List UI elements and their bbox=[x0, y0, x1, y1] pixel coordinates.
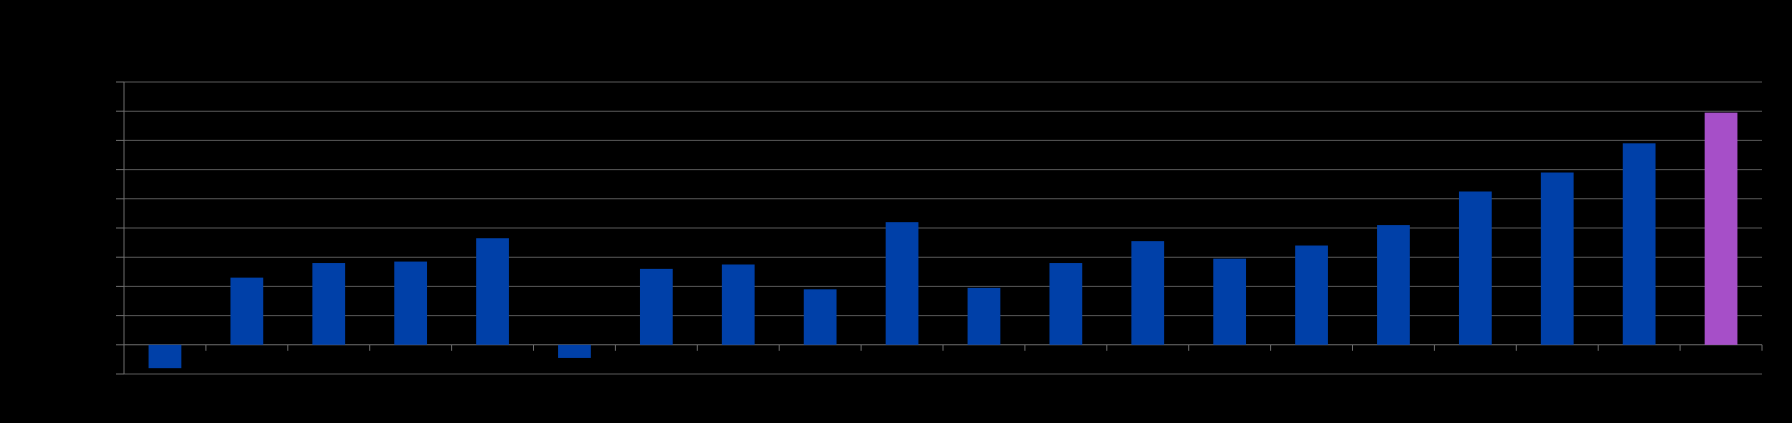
bar bbox=[1540, 172, 1574, 345]
bar bbox=[885, 222, 919, 345]
bar bbox=[1049, 263, 1083, 345]
bar bbox=[721, 264, 755, 345]
bars bbox=[148, 112, 1738, 369]
bar bbox=[1131, 241, 1165, 345]
bar bbox=[1213, 258, 1247, 345]
bar bbox=[1377, 225, 1410, 345]
bar bbox=[803, 289, 837, 345]
bar bbox=[148, 344, 182, 369]
bar bbox=[1704, 112, 1738, 345]
bar bbox=[476, 238, 509, 345]
bar bbox=[312, 263, 346, 345]
bar bbox=[558, 344, 591, 358]
bar bbox=[1622, 143, 1656, 345]
bar bbox=[394, 261, 428, 345]
bar bbox=[639, 268, 673, 345]
bar bbox=[230, 277, 264, 345]
bar bbox=[1295, 245, 1328, 345]
bar bbox=[1458, 191, 1492, 345]
bar bbox=[967, 287, 1001, 345]
